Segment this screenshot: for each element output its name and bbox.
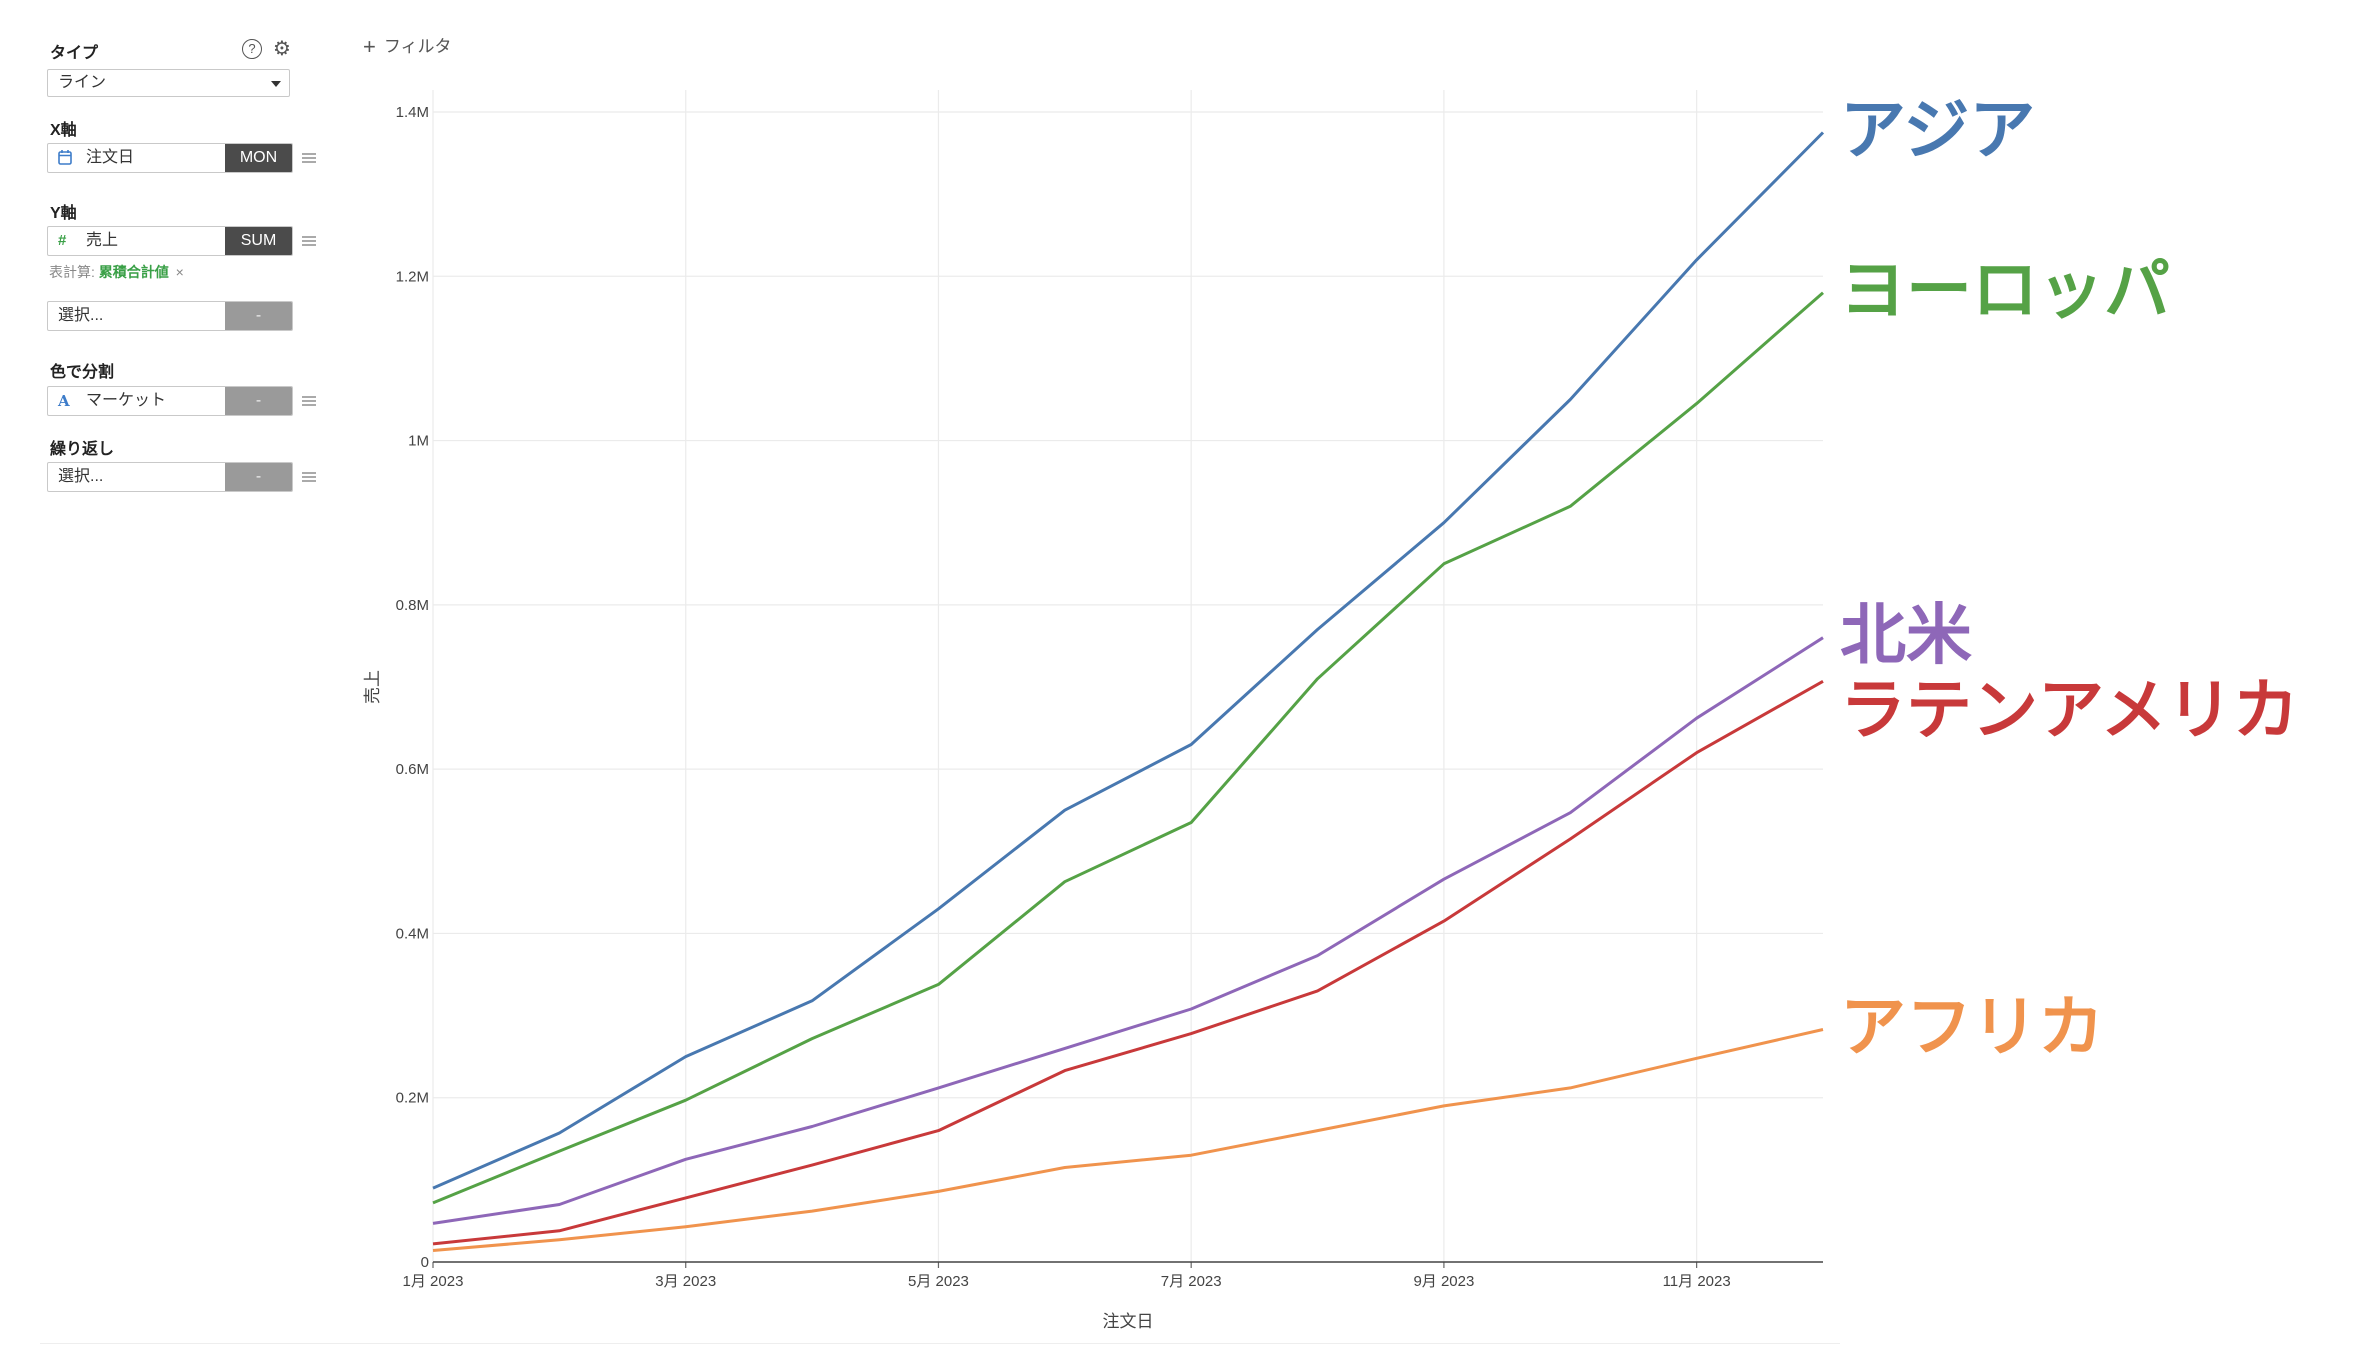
color-split-agg-button[interactable]: - [225, 387, 292, 415]
y-axis-field[interactable]: # 売上 SUM [47, 226, 293, 256]
repeat-agg-button[interactable]: - [225, 463, 292, 491]
question-icon[interactable]: ? [242, 39, 262, 59]
x-tick-label: 11月 2023 [1663, 1273, 1731, 1290]
config-panel: タイプ ? ⚙ ライン X軸 注文日 MON Y軸 # 売上 SUM 表計算: … [0, 0, 330, 1350]
x-axis-title: 注文日 [1103, 1312, 1154, 1331]
y-tick-label: 1.4M [396, 104, 429, 121]
x-tick-label: 7月 2023 [1161, 1273, 1222, 1290]
type-label: タイプ [50, 45, 99, 62]
series-line [432, 1028, 1824, 1252]
drag-handle-icon[interactable] [302, 236, 316, 246]
table-calc: 表計算: 累積合計値 × [49, 262, 184, 282]
series-line [432, 636, 1824, 1225]
x-tick-label: 5月 2023 [908, 1273, 969, 1290]
extra-field-select[interactable]: 選択... - [47, 301, 293, 331]
series-label: アジア [1840, 93, 2035, 167]
y-axis-field-name: 売上 [86, 232, 119, 249]
y-tick-label: 0.8M [396, 597, 429, 614]
divider [40, 1343, 1840, 1344]
y-tick-label: 1M [408, 433, 429, 450]
drag-handle-icon[interactable] [302, 153, 316, 163]
y-axis-title: 売上 [363, 670, 382, 704]
series-label: 北米 [1840, 598, 1972, 672]
series-label: アフリカ [1840, 990, 2104, 1064]
x-tick-label: 9月 2023 [1413, 1273, 1474, 1290]
color-split-field-name: マーケット [86, 392, 167, 409]
chart-type-value: ライン [58, 74, 107, 91]
y-tick-label: 1.2M [396, 268, 429, 285]
repeat-field-select[interactable]: 選択... - [47, 462, 293, 492]
table-calc-value[interactable]: 累積合計値 [98, 264, 169, 280]
series-label: ヨーロッパ [1840, 253, 2170, 327]
plus-icon: + [363, 34, 376, 59]
x-axis-agg-button[interactable]: MON [225, 144, 292, 172]
extra-agg-button[interactable]: - [225, 302, 292, 330]
x-tick-label: 3月 2023 [655, 1273, 716, 1290]
text-type-icon: A [58, 392, 70, 410]
series-line [432, 679, 1824, 1246]
drag-handle-icon[interactable] [302, 472, 316, 482]
y-tick-label: 0.2M [396, 1090, 429, 1107]
repeat-label: 繰り返し [50, 441, 115, 458]
y-tick-label: 0 [421, 1254, 429, 1271]
y-axis-label: Y軸 [50, 205, 77, 222]
series-line [432, 291, 1824, 1205]
extra-field-placeholder: 選択... [58, 307, 104, 324]
y-tick-label: 0.4M [396, 925, 429, 942]
color-split-label: 色で分割 [50, 364, 115, 381]
chart-type-select[interactable]: ライン [47, 69, 290, 97]
filter-label: フィルタ [383, 37, 452, 56]
series-line [432, 131, 1825, 1190]
x-axis-field[interactable]: 注文日 MON [47, 143, 293, 173]
repeat-field-placeholder: 選択... [58, 468, 104, 485]
y-axis-agg-button[interactable]: SUM [225, 227, 292, 255]
x-axis-field-name: 注文日 [86, 149, 135, 166]
x-axis-label: X軸 [50, 122, 77, 139]
add-filter-button[interactable]: + フィルタ [363, 32, 452, 60]
color-split-field[interactable]: A マーケット - [47, 386, 293, 416]
close-icon[interactable]: × [175, 264, 184, 280]
drag-handle-icon[interactable] [302, 396, 316, 406]
hash-icon: # [58, 232, 67, 249]
y-tick-label: 0.6M [396, 761, 429, 778]
x-tick-label: 1月 2023 [403, 1273, 464, 1290]
table-calc-label: 表計算: [49, 264, 95, 280]
chevron-down-icon [271, 81, 281, 87]
calendar-icon [58, 149, 72, 170]
gear-icon[interactable]: ⚙ [273, 38, 291, 60]
series-label: ラテンアメリカ [1840, 673, 2299, 747]
